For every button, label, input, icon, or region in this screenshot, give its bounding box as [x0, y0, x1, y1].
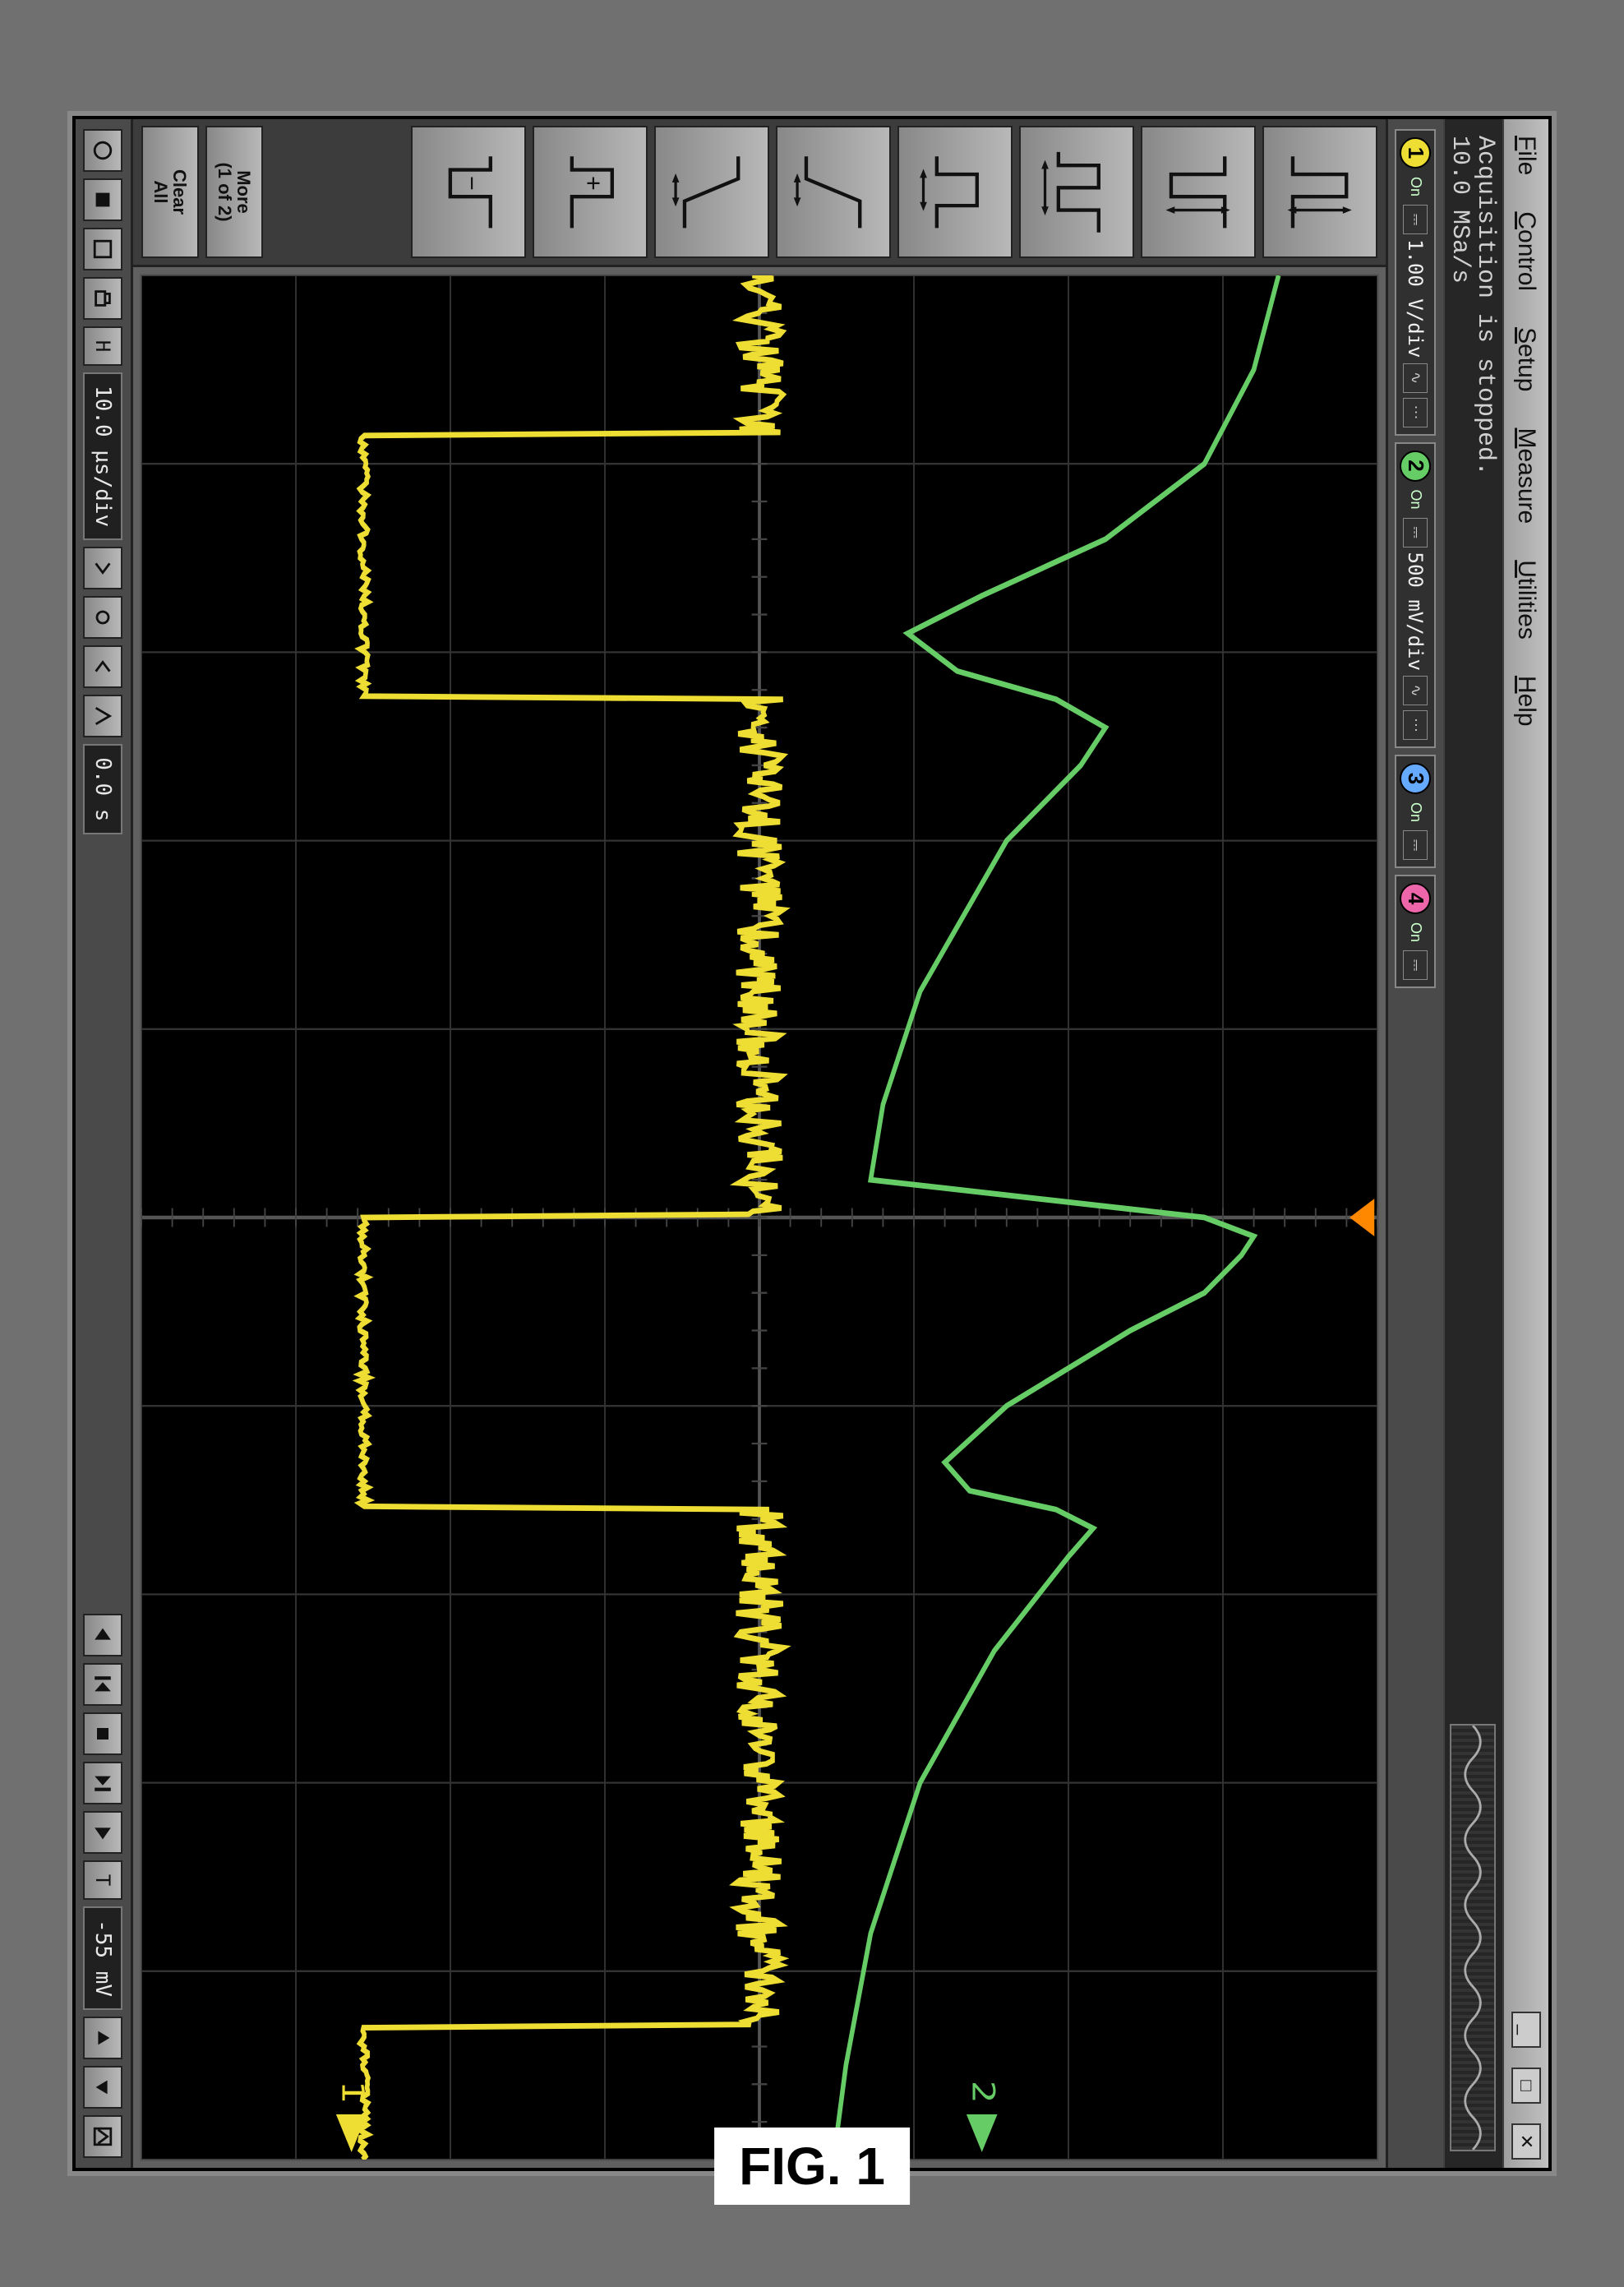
zoom-in-button[interactable] — [84, 645, 123, 688]
svg-text:+: + — [580, 176, 608, 191]
channel-2-more-icon: ⋯ — [1404, 710, 1428, 740]
figure-label: FIG. 1 — [714, 2128, 910, 2205]
delay-readout[interactable]: 0.0 s — [84, 744, 123, 834]
channel-2-wave-icon: ∿ — [1404, 676, 1428, 705]
clear-all-button[interactable]: Clear All — [141, 126, 199, 258]
channel-4-state: On — [1407, 919, 1424, 945]
nav-first-button[interactable] — [84, 1663, 123, 1706]
menubar: File Control Setup Measure Utilities Hel… — [1502, 119, 1548, 2168]
zoom-reset-button[interactable] — [84, 596, 123, 639]
meas-period-button[interactable] — [1019, 126, 1134, 258]
channel-4-control[interactable]: 4 On ⎓ — [1396, 875, 1437, 988]
menu-measure[interactable]: Measure — [1509, 419, 1543, 532]
stop-button[interactable] — [84, 178, 123, 221]
run-button[interactable] — [84, 129, 123, 172]
channel-controls-strip: 1 On ⎓ 1.00 V/div ∿ ⋯ 2 On ⎓ 500 mV/div … — [1386, 119, 1443, 2168]
menu-control[interactable]: Control — [1509, 203, 1543, 299]
channel-4-badge: 4 — [1400, 883, 1432, 914]
more-measurements-button[interactable]: More (1 of 2) — [205, 126, 263, 258]
trigger-menu-button[interactable] — [84, 2115, 123, 2158]
nav-stop-button[interactable] — [84, 1712, 123, 1755]
channel-4-coupling-icon: ⎓ — [1404, 950, 1428, 980]
trigger-up-button[interactable] — [84, 2017, 123, 2059]
channel-3-coupling-icon: ⎓ — [1404, 830, 1428, 860]
channel-1-badge: 1 — [1400, 137, 1432, 169]
waveform-display[interactable]: 12 — [140, 274, 1379, 2161]
oscilloscope-app-window: File Control Setup Measure Utilities Hel… — [72, 116, 1552, 2171]
meas-amplitude-neg-button[interactable] — [1141, 126, 1256, 258]
acquisition-status-bar: Acquisition is stopped. 10.0 MSa/s — [1443, 119, 1502, 2168]
meas-rise-time-button[interactable] — [776, 126, 891, 258]
bottom-controls-strip: H 10.0 µs/div 0.0 s T -55 mV — [76, 119, 133, 2168]
meas-neg-width-button[interactable]: − — [411, 126, 526, 258]
trigger-level-readout[interactable]: -55 mV — [84, 1906, 123, 2010]
window-maximize-button[interactable]: □ — [1511, 2068, 1541, 2104]
single-button[interactable] — [84, 228, 123, 270]
measurement-sidebar: + − More (1 of 2) Clear All — [133, 119, 1386, 267]
menu-utilities[interactable]: Utilities — [1509, 552, 1543, 648]
window-close-button[interactable]: ✕ — [1511, 2123, 1541, 2160]
meas-fall-time-button[interactable] — [654, 126, 769, 258]
channel-2-coupling-icon: ⎓ — [1404, 518, 1428, 547]
svg-text:−: − — [459, 176, 487, 191]
meas-amplitude-button[interactable] — [1262, 126, 1377, 258]
menu-setup[interactable]: Setup — [1509, 319, 1543, 400]
channel-2-state: On — [1407, 487, 1424, 513]
print-button[interactable] — [84, 277, 123, 320]
timebase-readout[interactable]: 10.0 µs/div — [84, 372, 123, 540]
main-area: + − More (1 of 2) Clear All 12 — [133, 119, 1386, 2168]
channel-2-scale: 500 mV/div — [1405, 552, 1428, 672]
menu-help[interactable]: Help — [1509, 668, 1543, 735]
nav-last-button[interactable] — [84, 1762, 123, 1804]
window-minimize-button[interactable]: _ — [1511, 2012, 1541, 2048]
memory-bar-overview[interactable] — [1450, 1724, 1496, 2151]
channel-3-control[interactable]: 3 On ⎓ — [1396, 755, 1437, 868]
channel-2-control[interactable]: 2 On ⎓ 500 mV/div ∿ ⋯ — [1396, 442, 1437, 749]
menu-file[interactable]: File — [1509, 127, 1543, 183]
svg-text:2: 2 — [965, 2081, 1001, 2104]
svg-text:1: 1 — [334, 2081, 371, 2104]
channel-1-scale: 1.00 V/div — [1405, 239, 1428, 358]
channel-1-control[interactable]: 1 On ⎓ 1.00 V/div ∿ ⋯ — [1396, 129, 1437, 436]
channel-3-badge: 3 — [1400, 763, 1432, 794]
channel-1-coupling-icon: ⎓ — [1404, 205, 1428, 234]
nav-prev-button[interactable] — [84, 1614, 123, 1656]
zoom-out-button[interactable] — [84, 547, 123, 589]
delay-icon-button[interactable] — [84, 695, 123, 737]
channel-1-state: On — [1407, 173, 1424, 200]
timebase-prefix-button[interactable]: H — [84, 326, 123, 366]
channel-2-badge: 2 — [1400, 450, 1432, 482]
trigger-prefix-button[interactable]: T — [84, 1860, 123, 1900]
nav-next-button[interactable] — [84, 1811, 123, 1854]
trigger-down-button[interactable] — [84, 2066, 123, 2109]
meas-pos-width-button[interactable]: + — [533, 126, 648, 258]
channel-1-wave-icon: ∿ — [1404, 363, 1428, 393]
channel-1-more-icon: ⋯ — [1404, 398, 1428, 427]
meas-pulse-width-button[interactable] — [897, 126, 1013, 258]
channel-3-state: On — [1407, 799, 1424, 825]
